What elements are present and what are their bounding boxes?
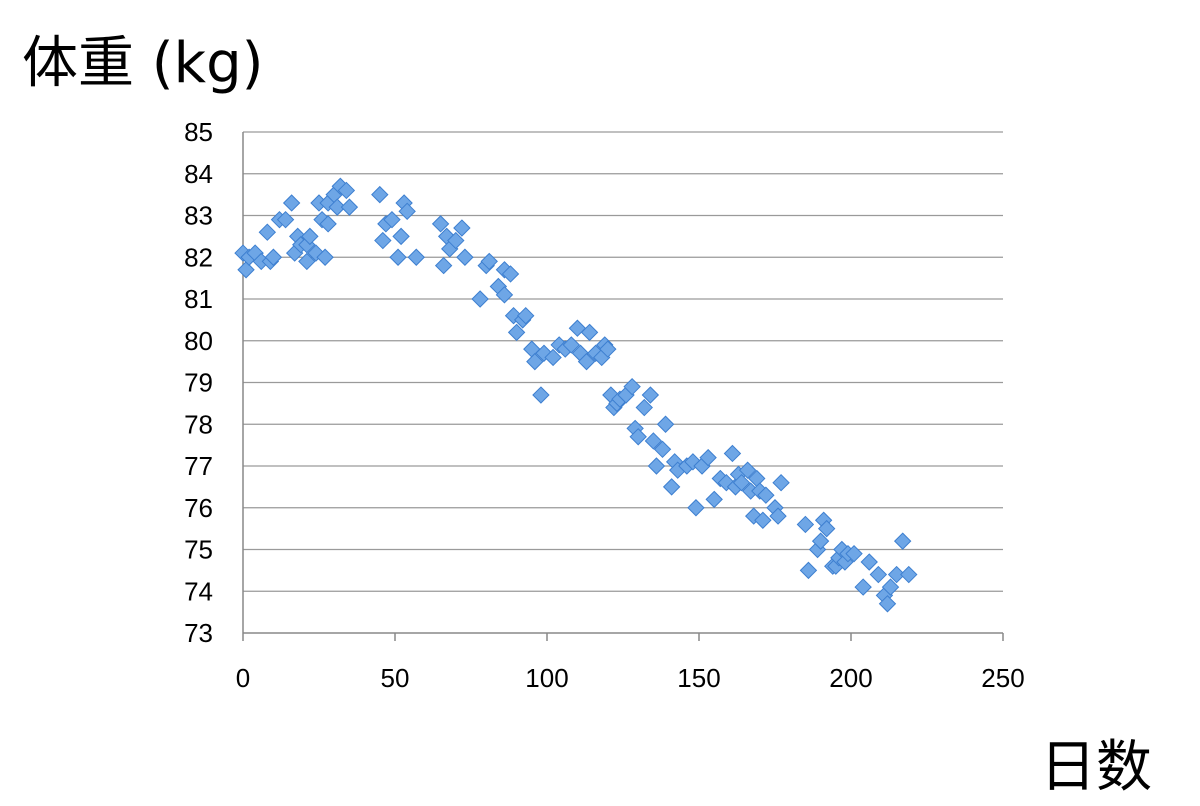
data-point <box>316 248 334 266</box>
data-point <box>860 553 878 571</box>
data-point <box>434 256 453 275</box>
data-point <box>900 565 918 584</box>
data-point <box>699 448 717 467</box>
data-point <box>732 473 751 492</box>
data-point <box>298 252 316 271</box>
data-point <box>641 386 660 404</box>
data-point <box>480 252 498 271</box>
data-point <box>319 215 337 233</box>
data-point <box>656 415 675 433</box>
y-tick-label: 83 <box>184 201 213 231</box>
data-point <box>264 248 283 266</box>
data-point <box>769 507 787 525</box>
data-point <box>398 202 416 221</box>
data-point <box>471 290 489 308</box>
x-tick-label: 250 <box>981 663 1024 693</box>
grid-layer <box>243 131 1003 592</box>
y-tick-label: 82 <box>184 242 213 272</box>
y-tick-label: 76 <box>184 493 213 523</box>
data-point <box>705 490 723 509</box>
data-point <box>629 428 647 446</box>
data-point <box>392 227 410 246</box>
data-point <box>754 511 772 529</box>
data-point <box>431 215 450 233</box>
data-point <box>340 198 359 216</box>
data-point <box>453 219 471 237</box>
y-tick-label: 74 <box>184 576 213 606</box>
data-point <box>817 519 836 538</box>
data-point <box>532 386 550 404</box>
y-tick-label: 75 <box>184 535 213 565</box>
data-point <box>599 340 617 358</box>
data-point <box>501 265 520 283</box>
data-point <box>653 440 672 459</box>
data-point <box>757 486 775 504</box>
tick-labels: 73 74 75 76 77 78 79 80 81 82 83 84 85 0 50 100 150 200 25… <box>184 117 1025 693</box>
axis-layer <box>242 132 1004 641</box>
data-point <box>854 578 872 596</box>
data-point <box>517 306 535 325</box>
data-point <box>507 323 526 342</box>
data-point <box>383 210 401 229</box>
data-point <box>371 185 389 204</box>
data-point <box>723 444 742 463</box>
data-point <box>374 231 392 250</box>
y-tick-label: 77 <box>184 451 213 481</box>
data-point <box>887 565 906 584</box>
data-point <box>456 248 474 266</box>
data-point <box>893 532 912 550</box>
data-point <box>687 499 705 517</box>
data-point <box>389 248 407 266</box>
y-tick-label: 80 <box>184 326 213 356</box>
data-point <box>407 248 425 266</box>
x-tick-label: 150 <box>677 663 720 693</box>
y-tick-label: 73 <box>184 618 213 648</box>
data-point <box>635 398 653 417</box>
data-point <box>328 198 346 216</box>
data-point <box>881 578 900 596</box>
data-point <box>662 478 681 496</box>
x-tick-label: 50 <box>381 663 410 693</box>
data-point <box>878 595 897 613</box>
y-axis-title: 体重 (kg) <box>22 31 264 96</box>
y-tick-label: 84 <box>184 159 213 189</box>
data-point <box>577 352 596 371</box>
x-tick-label: 200 <box>829 663 872 693</box>
data-point <box>562 336 581 354</box>
data-point <box>845 544 863 563</box>
data-point <box>447 231 465 250</box>
data-point <box>796 515 815 534</box>
data-point <box>301 227 319 246</box>
data-point <box>307 244 325 262</box>
data-point <box>282 194 301 212</box>
data-point <box>526 352 544 371</box>
data-point <box>811 532 830 550</box>
data-point <box>647 457 666 475</box>
data-points <box>234 177 918 613</box>
data-point <box>276 210 295 229</box>
data-point <box>772 473 790 492</box>
data-point <box>580 323 599 342</box>
y-tick-label: 81 <box>184 284 213 314</box>
y-tick-label: 78 <box>184 409 213 439</box>
data-point <box>799 561 818 580</box>
data-point <box>869 565 888 584</box>
y-tick-label: 79 <box>184 368 213 398</box>
y-tick-label: 85 <box>184 117 213 147</box>
data-point <box>237 261 255 279</box>
data-point <box>495 286 514 304</box>
data-point <box>258 223 277 241</box>
data-point <box>738 461 757 479</box>
data-point <box>623 377 641 396</box>
x-tick-label: 100 <box>525 663 568 693</box>
data-point <box>544 348 562 367</box>
x-tick-label: 0 <box>236 663 250 693</box>
data-point <box>337 181 356 200</box>
x-axis-title: 日数 <box>1040 735 1152 800</box>
data-point <box>644 432 663 450</box>
